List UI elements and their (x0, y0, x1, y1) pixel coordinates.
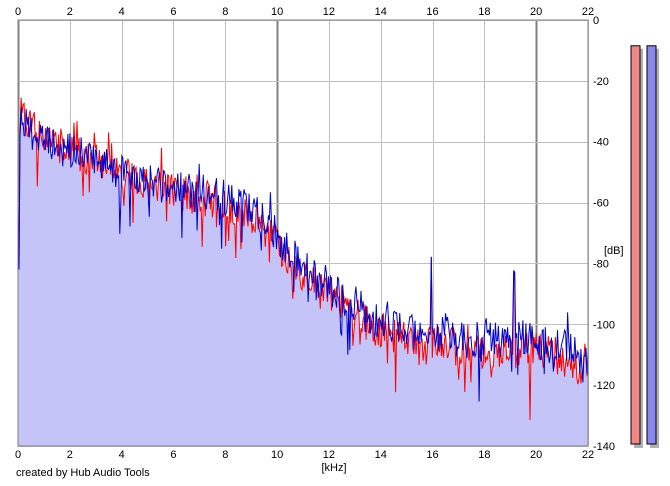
x-tick-label-top: 4 (119, 6, 125, 18)
y-tick-label: 0 (593, 15, 599, 27)
y-tick-label: -120 (593, 380, 615, 392)
x-tick-label-bottom: 18 (478, 449, 490, 461)
x-tick-label-top: 18 (478, 6, 490, 18)
x-tick-labels-top: 0 2 4 6 8 10 12 14 16 18 20 22 (15, 6, 594, 18)
x-tick-label-top: 8 (222, 6, 228, 18)
x-tick-label-top: 2 (67, 6, 73, 18)
x-tick-label-bottom: 0 (15, 449, 21, 461)
x-tick-label-top: 10 (271, 6, 283, 18)
x-axis-label: [kHz] (321, 462, 346, 474)
x-tick-label-top: 20 (530, 6, 542, 18)
x-tick-label-bottom: 10 (271, 449, 283, 461)
x-tick-label-bottom: 8 (222, 449, 228, 461)
plot-frame (17, 19, 589, 447)
x-tick-label-top: 0 (15, 6, 21, 18)
x-tick-label-bottom: 6 (170, 449, 176, 461)
level-meters (630, 45, 659, 449)
meter-bar-left (630, 45, 641, 445)
x-tick-label-bottom: 2 (67, 449, 73, 461)
y-tick-label: -40 (593, 137, 609, 149)
x-tick-label-bottom: 4 (119, 449, 125, 461)
x-tick-label-bottom: 22 (582, 449, 594, 461)
y-tick-labels: 0 -20 -40 -60 -80 -100 -120 -140 (593, 15, 615, 453)
x-tick-label-bottom: 20 (530, 449, 542, 461)
y-tick-label: -20 (593, 76, 609, 88)
credit-text: created by Hub Audio Tools (16, 467, 150, 479)
x-tick-label-top: 16 (426, 6, 438, 18)
series-line-right (18, 107, 588, 402)
y-tick-label: -60 (593, 198, 609, 210)
x-tick-label-top: 12 (323, 6, 335, 18)
x-tick-label-bottom: 16 (426, 449, 438, 461)
meter-bar-right (646, 45, 657, 445)
x-tick-label-bottom: 12 (323, 449, 335, 461)
y-tick-label: -140 (593, 441, 615, 453)
x-tick-label-top: 14 (375, 6, 387, 18)
x-tick-labels-bottom: 0 2 4 6 8 10 12 14 16 18 20 22 (15, 449, 594, 461)
y-tick-label: -100 (593, 319, 615, 331)
x-tick-label-top: 22 (582, 6, 594, 18)
x-tick-label-top: 6 (170, 6, 176, 18)
x-tick-label-bottom: 14 (375, 449, 387, 461)
y-axis-label: [dB] (604, 245, 624, 257)
y-tick-label: -80 (593, 258, 609, 270)
